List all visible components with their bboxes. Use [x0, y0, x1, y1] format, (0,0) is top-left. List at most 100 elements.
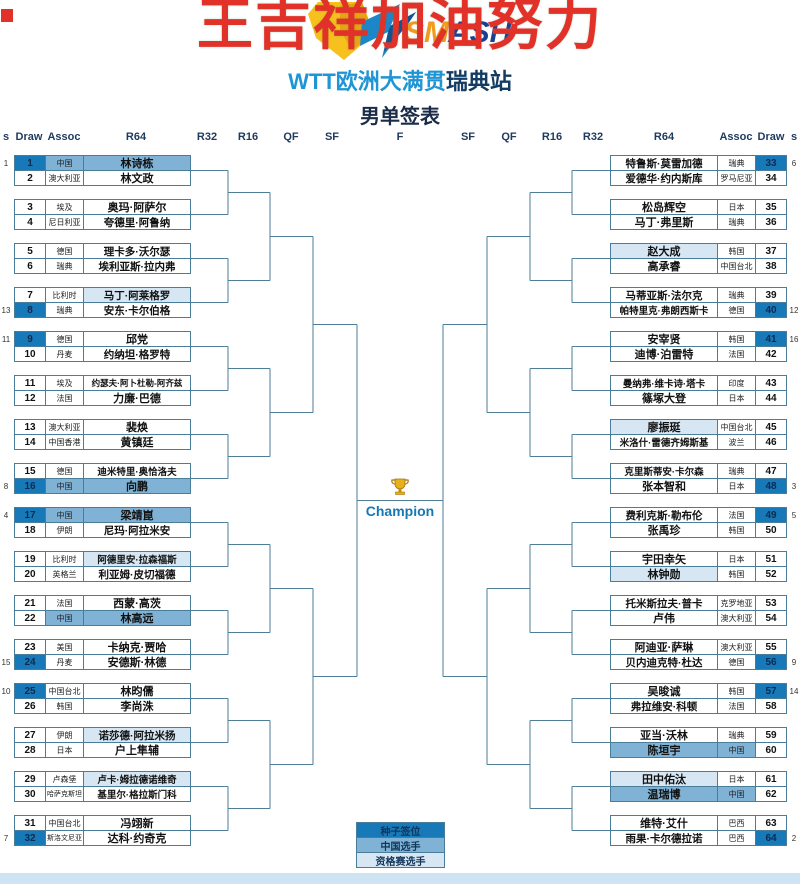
player-name-cell-6: 埃利亚斯·拉内弗	[83, 258, 191, 274]
player-assoc-cell-25: 中国台北	[45, 683, 84, 699]
player-assoc-cell-28: 日本	[45, 742, 84, 758]
player-assoc-cell-53: 克罗地亚	[717, 595, 756, 611]
player-assoc-cell-52: 韩国	[717, 566, 756, 582]
player-name-cell-59: 亚当·沃林	[610, 727, 718, 743]
player-name-cell-19: 阿德里安·拉森福斯	[83, 551, 191, 567]
player-assoc-cell-11: 埃及	[45, 375, 84, 391]
player-name-cell-1: 林诗栋	[83, 155, 191, 171]
round-header-s-0: s	[2, 131, 10, 143]
player-name-cell-44: 篠塚大登	[610, 390, 718, 406]
player-draw-cell-32: 32	[14, 830, 46, 846]
player-assoc-cell-60: 中国	[717, 742, 756, 758]
player-assoc-cell-20: 英格兰	[45, 566, 84, 582]
player-assoc-cell-54: 澳大利亚	[717, 610, 756, 626]
round-header-draw-1: Draw	[15, 131, 43, 143]
logo-word-right: ASH	[447, 16, 513, 49]
player-name-cell-21: 西蒙·高茨	[83, 595, 191, 611]
player-draw-cell-56: 56	[755, 654, 787, 670]
player-draw-cell-62: 62	[755, 786, 787, 802]
seed-number-left-1: 1	[3, 159, 9, 168]
player-assoc-cell-6: 瑞典	[45, 258, 84, 274]
player-name-cell-51: 宇田幸矢	[610, 551, 718, 567]
player-assoc-cell-59: 瑞典	[717, 727, 756, 743]
player-name-cell-52: 林钟勋	[610, 566, 718, 582]
legend-item-china: 中国选手	[356, 837, 445, 853]
round-header-r64-13: R64	[653, 131, 675, 143]
round-header-assoc-14: Assoc	[719, 131, 753, 143]
player-draw-cell-19: 19	[14, 551, 46, 567]
player-name-cell-36: 马丁·弗里斯	[610, 214, 718, 230]
player-name-cell-11: 约瑟夫·阿卜杜勒-阿齐兹	[83, 375, 191, 391]
player-draw-cell-16: 16	[14, 478, 46, 494]
player-name-cell-33: 特鲁斯·莫雷加德	[610, 155, 718, 171]
seed-number-left-17: 4	[3, 511, 9, 520]
player-assoc-cell-24: 丹麦	[45, 654, 84, 670]
player-draw-cell-50: 50	[755, 522, 787, 538]
round-header-r16-5: R16	[237, 131, 259, 143]
player-assoc-cell-9: 德国	[45, 331, 84, 347]
player-name-cell-2: 林文政	[83, 170, 191, 186]
player-assoc-cell-31: 中国台北	[45, 815, 84, 831]
player-assoc-cell-1: 中国	[45, 155, 84, 171]
player-name-cell-15: 迪米特里·奥恰洛夫	[83, 463, 191, 479]
player-assoc-cell-12: 法国	[45, 390, 84, 406]
player-draw-cell-31: 31	[14, 815, 46, 831]
player-draw-cell-57: 57	[755, 683, 787, 699]
player-name-cell-34: 爱德华·约内斯库	[610, 170, 718, 186]
player-name-cell-5: 理卡多·沃尔瑟	[83, 243, 191, 259]
player-draw-cell-40: 40	[755, 302, 787, 318]
player-draw-cell-55: 55	[755, 639, 787, 655]
player-draw-cell-26: 26	[14, 698, 46, 714]
seed-number-left-32: 7	[3, 834, 9, 843]
round-header-f-8: F	[396, 131, 404, 143]
player-draw-cell-28: 28	[14, 742, 46, 758]
player-draw-cell-47: 47	[755, 463, 787, 479]
player-name-cell-37: 赵大成	[610, 243, 718, 259]
player-assoc-cell-34: 罗马尼亚	[717, 170, 756, 186]
player-assoc-cell-5: 德国	[45, 243, 84, 259]
player-assoc-cell-4: 尼日利亚	[45, 214, 84, 230]
player-assoc-cell-43: 印度	[717, 375, 756, 391]
player-draw-cell-48: 48	[755, 478, 787, 494]
seed-number-right-57: 14	[789, 687, 799, 696]
player-assoc-cell-35: 日本	[717, 199, 756, 215]
player-name-cell-58: 弗拉维安·科顿	[610, 698, 718, 714]
legend-item-qualifier: 资格赛选手	[356, 852, 445, 868]
player-name-cell-26: 李尚洙	[83, 698, 191, 714]
player-draw-cell-5: 5	[14, 243, 46, 259]
player-draw-cell-20: 20	[14, 566, 46, 582]
player-draw-cell-18: 18	[14, 522, 46, 538]
seed-number-right-33: 6	[791, 159, 797, 168]
player-draw-cell-25: 25	[14, 683, 46, 699]
seed-number-left-24: 15	[1, 658, 11, 667]
player-assoc-cell-48: 日本	[717, 478, 756, 494]
player-name-cell-38: 高承睿	[610, 258, 718, 274]
player-draw-cell-24: 24	[14, 654, 46, 670]
player-assoc-cell-55: 澳大利亚	[717, 639, 756, 655]
player-assoc-cell-46: 波兰	[717, 434, 756, 450]
player-assoc-cell-37: 韩国	[717, 243, 756, 259]
round-header-r32-4: R32	[196, 131, 218, 143]
player-name-cell-45: 廖振珽	[610, 419, 718, 435]
player-assoc-cell-10: 丹麦	[45, 346, 84, 362]
player-name-cell-32: 达科·约奇克	[83, 830, 191, 846]
seed-number-right-48: 3	[791, 482, 797, 491]
round-header-draw-15: Draw	[757, 131, 785, 143]
logo-word-left: SM	[404, 16, 450, 49]
player-assoc-cell-8: 瑞典	[45, 302, 84, 318]
player-assoc-cell-50: 韩国	[717, 522, 756, 538]
watermark-text: 王吉祥加油努力	[197, 0, 603, 56]
player-draw-cell-22: 22	[14, 610, 46, 626]
event-title: WTT欧洲大满贯瑞典站	[0, 64, 800, 96]
player-draw-cell-35: 35	[755, 199, 787, 215]
player-name-cell-14: 黄镇廷	[83, 434, 191, 450]
player-name-cell-9: 邱党	[83, 331, 191, 347]
seed-number-left-16: 8	[3, 482, 9, 491]
round-header-s-16: s	[790, 131, 798, 143]
player-draw-cell-14: 14	[14, 434, 46, 450]
player-name-cell-24: 安德斯·林德	[83, 654, 191, 670]
player-assoc-cell-3: 埃及	[45, 199, 84, 215]
player-assoc-cell-47: 瑞典	[717, 463, 756, 479]
footer-band	[0, 873, 800, 884]
player-draw-cell-23: 23	[14, 639, 46, 655]
